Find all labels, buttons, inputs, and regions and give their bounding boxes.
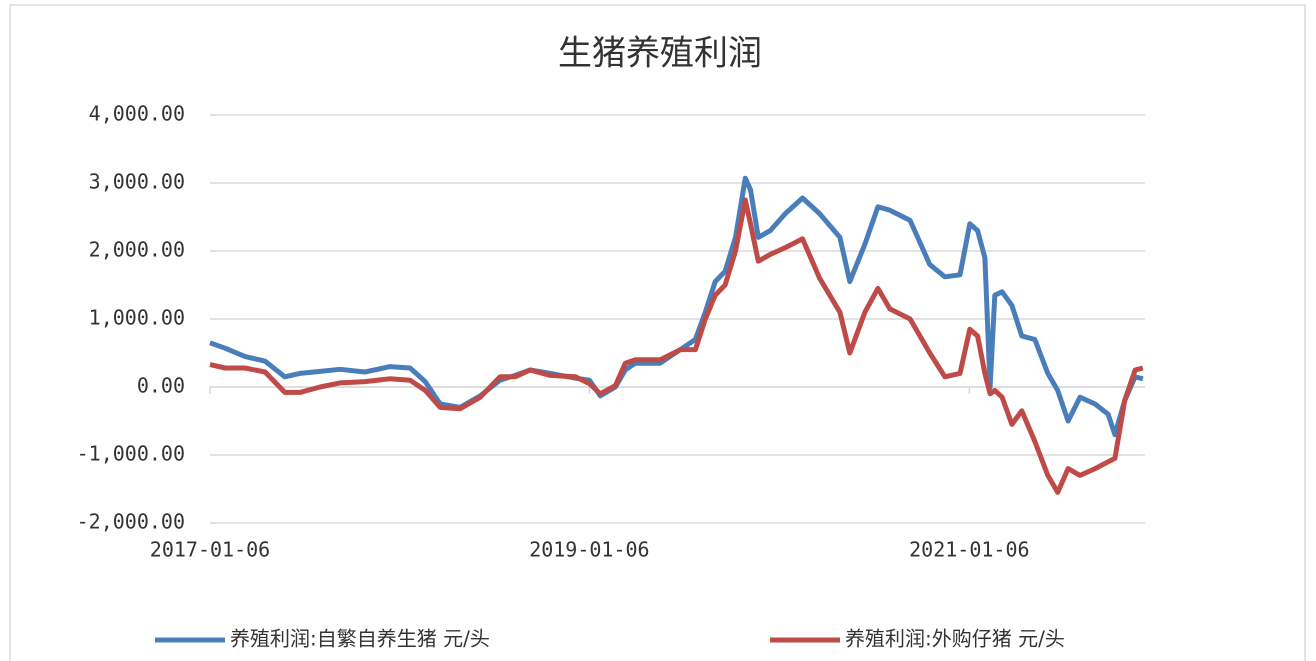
y-tick-label: 3,000.00 xyxy=(89,170,185,194)
series-line xyxy=(209,197,1144,495)
x-tick-label: 2019-01-06 xyxy=(529,538,649,562)
y-tick-label: -1,000.00 xyxy=(77,442,185,466)
chart-title: 生猪养殖利润 xyxy=(558,34,762,74)
legend-label: 养殖利润:外购仔猪 元/头 xyxy=(845,627,1065,651)
x-tick-label: 2017-01-06 xyxy=(150,538,270,562)
series-line xyxy=(209,175,1144,438)
y-tick-label: 4,000.00 xyxy=(89,102,185,126)
y-tick-label: 0.00 xyxy=(137,374,185,398)
y-tick-label: 2,000.00 xyxy=(89,238,185,262)
chart-border xyxy=(9,4,1306,661)
legend-label: 养殖利润:自繁自养生猪 元/头 xyxy=(230,627,490,651)
x-tick-label: 2021-01-06 xyxy=(909,538,1029,562)
y-tick-label: -2,000.00 xyxy=(77,510,185,534)
y-tick-label: 1,000.00 xyxy=(89,306,185,330)
